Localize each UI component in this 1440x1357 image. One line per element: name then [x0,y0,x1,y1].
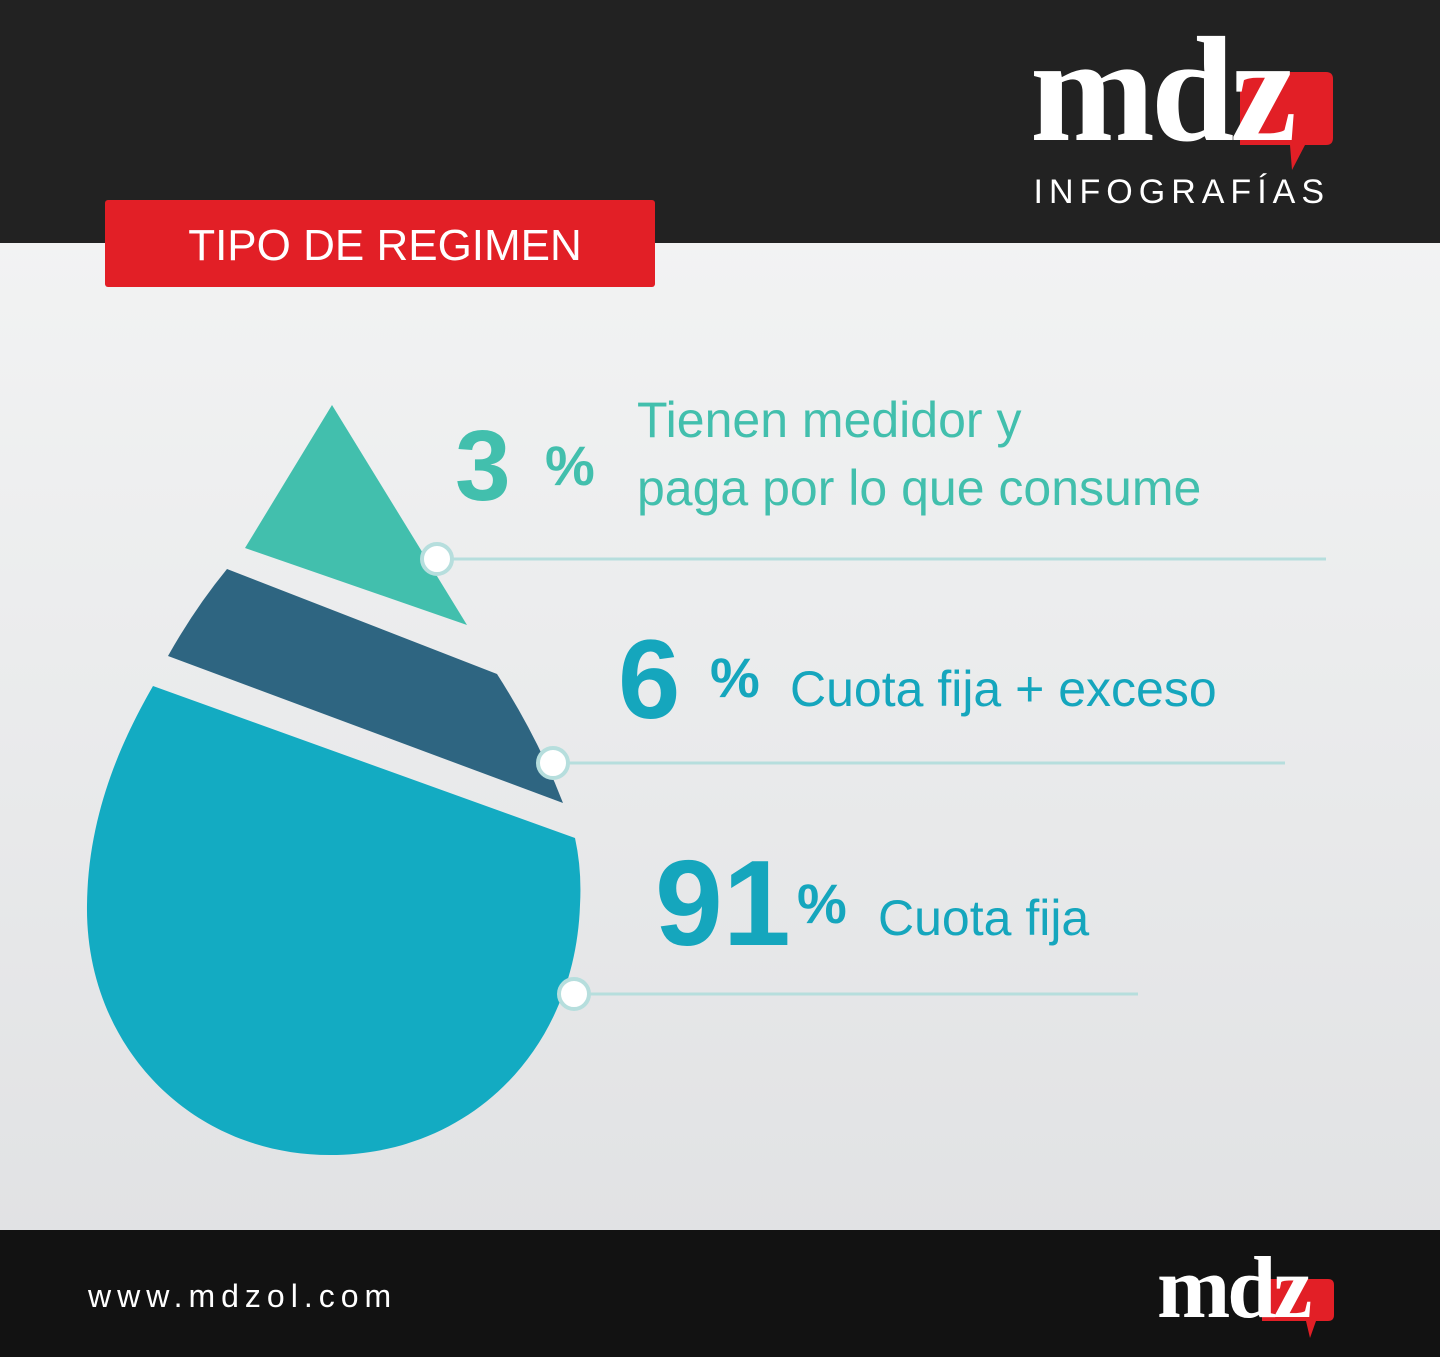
category-label: Cuota fija [878,890,1089,946]
header-subtitle: INFOGRAFÍAS [1034,173,1330,211]
leader-dot [536,746,570,780]
drop-segment [168,569,563,803]
category-label: Tienen medidor y [637,392,1021,448]
title-box [105,200,655,287]
value-label: 3 [455,410,511,522]
drop-segment [245,405,467,625]
footer-bar [0,1230,1440,1357]
logo-bubble [1240,72,1333,170]
chart: 3 % Tienen medidor y paga por lo que consum… [86,392,1326,1155]
footer-url: www.mdzol.com [87,1278,397,1314]
category-label: paga por lo que consume [637,460,1201,516]
footer-logo-bubble [1262,1279,1334,1338]
leader-dot [557,977,591,1011]
leader-dot [420,542,454,576]
value-label: 6 [618,617,680,742]
drop-segment [86,686,581,1155]
chart-title: TIPO DE REGIMEN [188,221,582,270]
footer-logo: mdz [1157,1240,1311,1337]
header-logo: mdz [1030,7,1294,173]
value-label: 91 [655,835,791,971]
category-label: Cuota fija + exceso [790,661,1217,717]
value-unit: % [545,434,595,497]
value-unit: % [797,872,847,935]
value-unit: % [710,646,760,709]
